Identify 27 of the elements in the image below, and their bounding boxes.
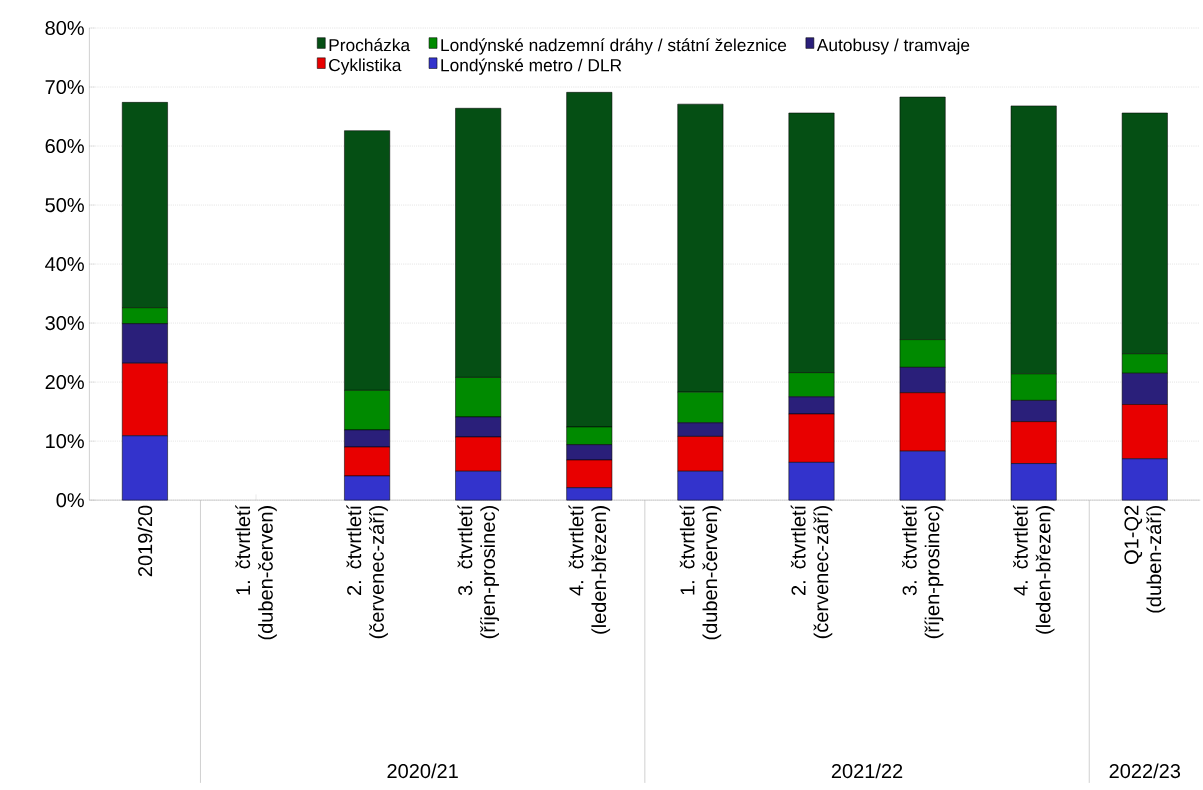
y-tick-label: 60% xyxy=(45,139,84,154)
x-tick-label: 1. čtvrtletí (duben-červen) xyxy=(235,505,277,640)
y-tick-label: 50% xyxy=(45,198,84,213)
y-tick-label: 70% xyxy=(45,80,84,95)
x-tick-label: 2. čtvrtletí (červenec-září) xyxy=(790,505,833,639)
x-tick-label: Q1-Q2 (duben-září) xyxy=(1124,506,1166,613)
legend-label: Procházka xyxy=(329,38,411,52)
y-tick-label: 10% xyxy=(46,434,84,449)
text: 2021/22 xyxy=(831,763,903,779)
y-tick-label: 20% xyxy=(45,375,84,390)
x-tick-label: 3. čtvrtletí (říjen-prosinec) xyxy=(457,505,499,639)
y-tick-label: 80% xyxy=(45,21,84,36)
legend-label: Autobusy / tramvaje xyxy=(816,38,970,55)
legend-label: Londýnské nadzemní dráhy / státní železnice xyxy=(441,38,787,55)
text: 2020/21 xyxy=(387,763,458,779)
legend-label: Cyklistika xyxy=(329,58,402,75)
x-tick-label: 4. čtvrtletí (leden-březen) xyxy=(568,505,611,634)
legend-label: Londýnské metro / DLR xyxy=(441,58,622,76)
x-tick-label: 2019/20 xyxy=(137,505,153,577)
text: 2022/23 xyxy=(1109,763,1181,779)
x-tick-label: 3. čtvrtletí (říjen-prosinec) xyxy=(901,505,944,639)
y-tick-label: 40% xyxy=(45,257,84,272)
x-tick-label: 1. čtvrtletí (duben-červen) xyxy=(679,505,722,640)
y-tick-label: 30% xyxy=(45,316,84,331)
y-tick-label: 0% xyxy=(56,493,84,508)
x-tick-label: 2. čtvrtletí (červenec-září) xyxy=(346,505,388,639)
x-tick-label: 4. čtvrtletí (leden-březen) xyxy=(1012,505,1055,634)
